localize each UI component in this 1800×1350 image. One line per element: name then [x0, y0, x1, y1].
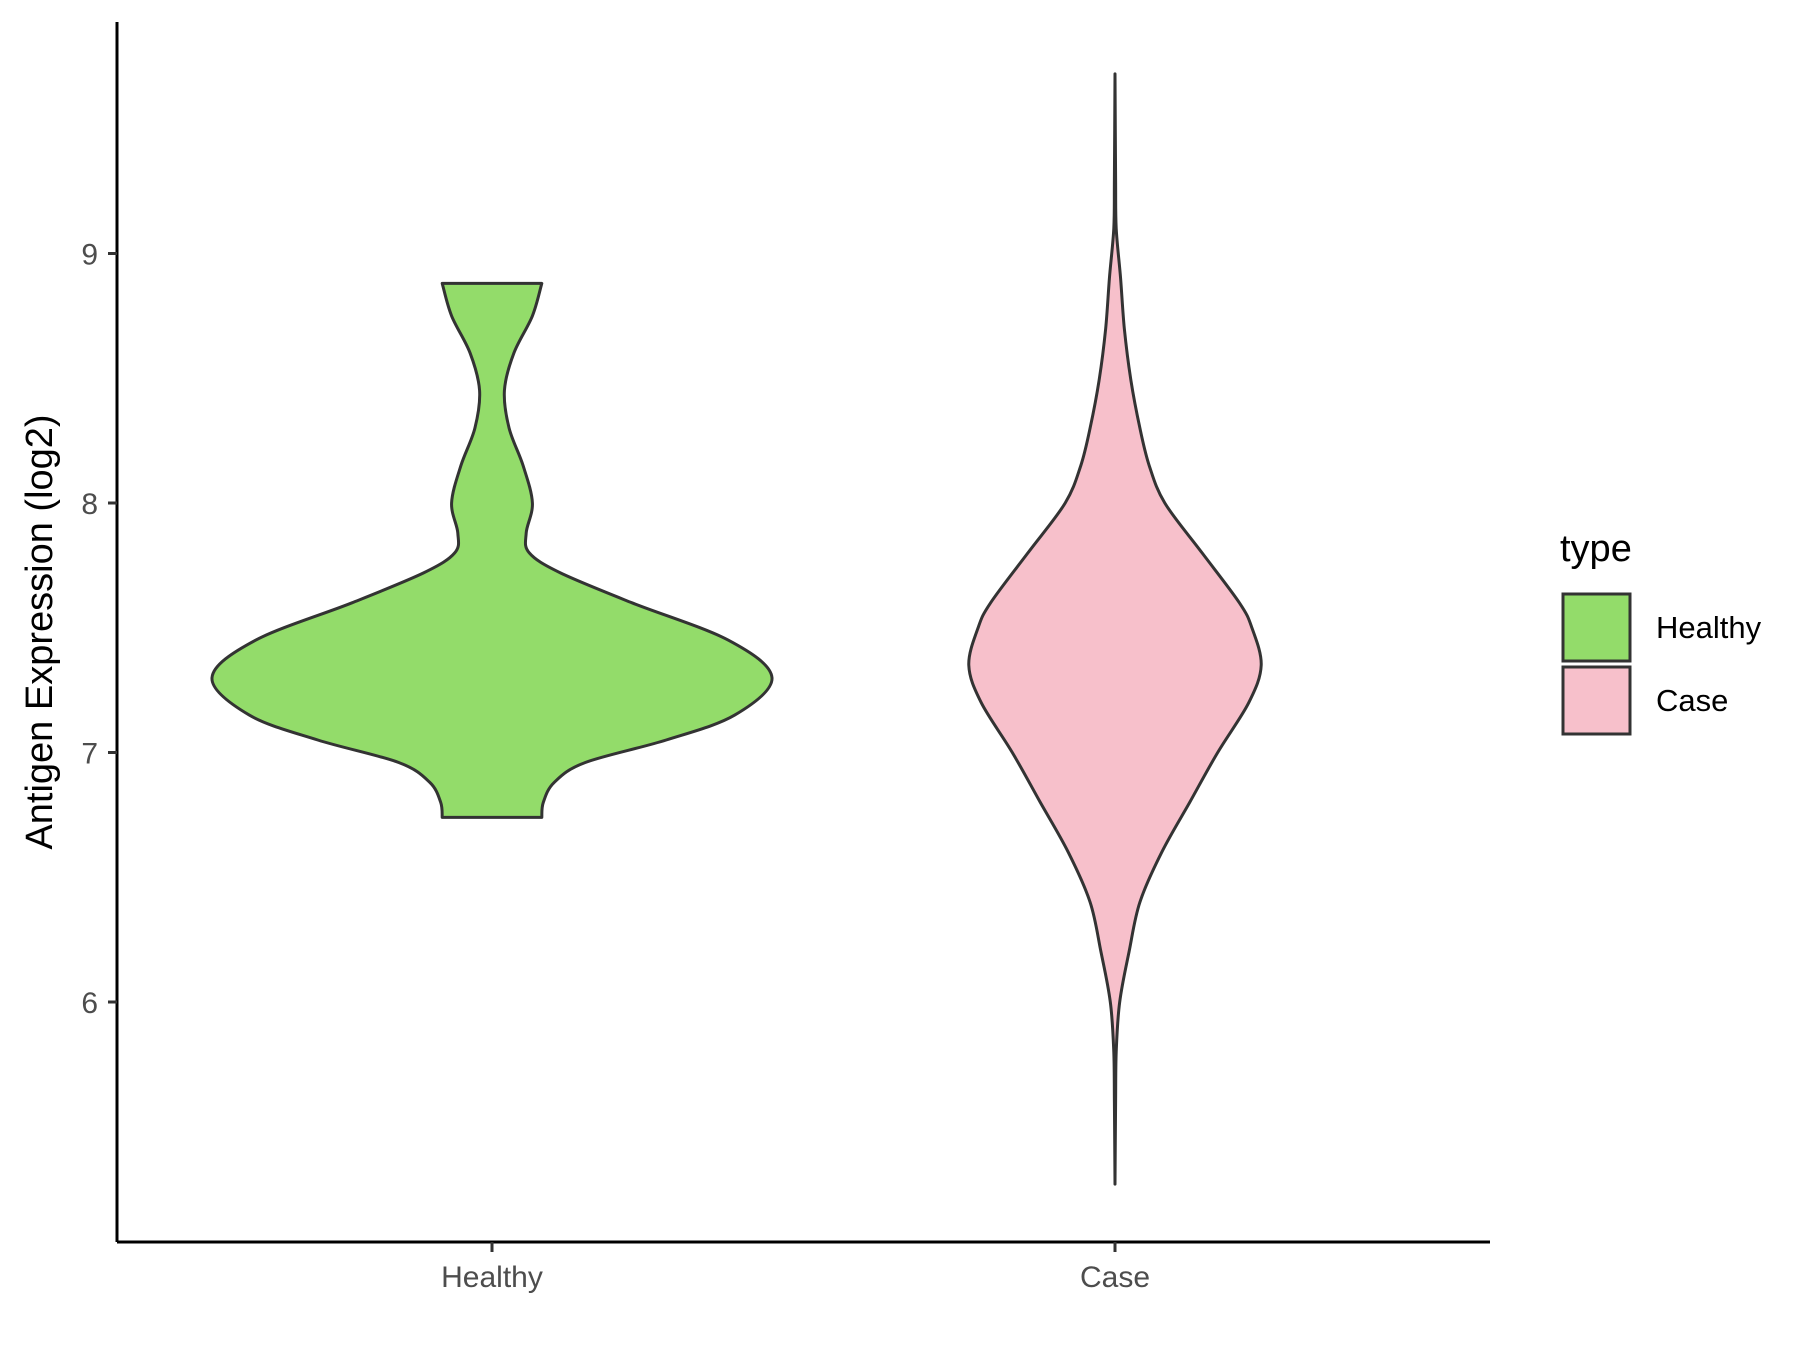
x-tick-label: Case: [1080, 1261, 1150, 1294]
legend-label-case: Case: [1656, 683, 1728, 718]
violin-case: [967, 72, 1263, 1186]
legend-swatch-case: [1561, 665, 1632, 736]
y-tick-label: 8: [81, 488, 98, 521]
x-ticks: Healthy Case: [441, 1242, 1150, 1294]
y-tick-label: 9: [81, 239, 98, 272]
y-axis-title: Antigen Expression (log2): [19, 414, 61, 849]
legend-title: type: [1560, 528, 1632, 570]
violin-healthy: [210, 281, 774, 819]
legend: type Healthy Case: [1560, 528, 1762, 736]
violin-layer: [210, 72, 1263, 1186]
y-ticks: 6 7 8 9: [81, 239, 117, 1020]
legend-label-healthy: Healthy: [1656, 610, 1762, 645]
y-tick-label: 7: [81, 738, 98, 771]
x-tick-label: Healthy: [441, 1261, 543, 1294]
y-tick-label: 6: [81, 987, 98, 1020]
legend-swatch-healthy: [1561, 592, 1632, 663]
